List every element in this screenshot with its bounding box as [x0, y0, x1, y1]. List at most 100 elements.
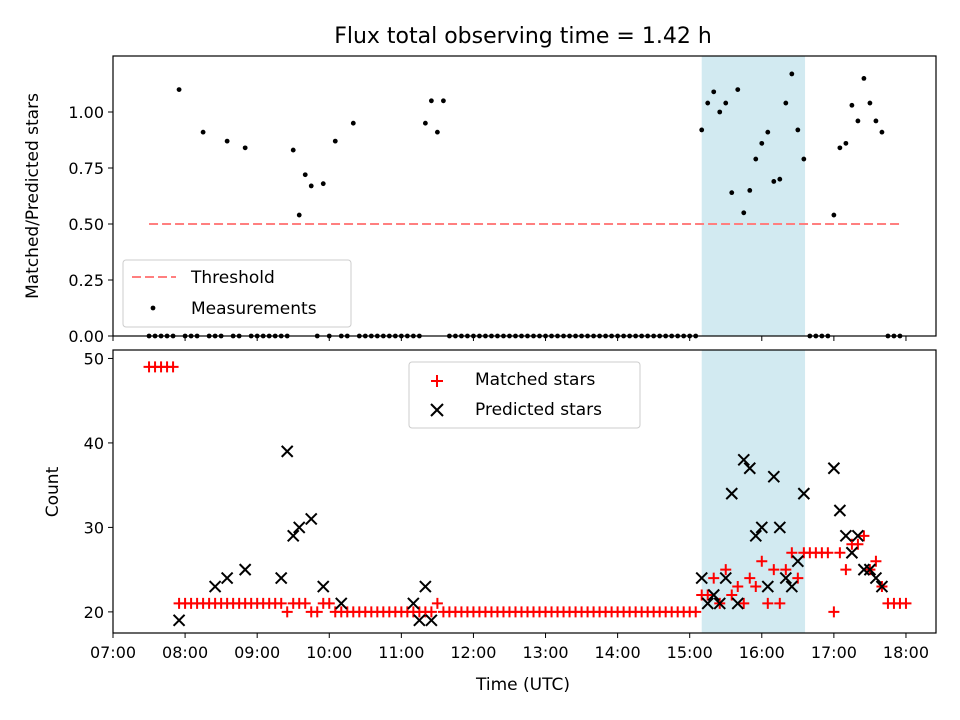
x-tick-label: 08:00 — [162, 643, 208, 662]
x-tick-label: 13:00 — [522, 643, 568, 662]
matched-star-point — [774, 597, 786, 609]
top-legend-box — [122, 259, 352, 328]
top-y-axis-label: Matched/Predicted stars — [23, 93, 43, 299]
predicted-star-point — [335, 597, 348, 610]
matched-star-point — [780, 564, 792, 576]
predicted-star-point — [779, 571, 793, 585]
measurement-point — [879, 129, 885, 135]
predicted-star-point — [839, 529, 853, 543]
predicted-star-point — [791, 554, 805, 568]
predicted-star-point — [731, 597, 744, 610]
predicted-star-point — [767, 470, 781, 483]
predicted-star-point — [413, 614, 426, 627]
predicted-star-point — [701, 597, 714, 610]
predicted-star-point — [719, 571, 732, 585]
matched-star-point — [744, 572, 756, 584]
matched-stars-points — [143, 361, 912, 618]
legend-threshold-label: Threshold — [190, 268, 275, 288]
bottom-y-tick-label: 50 — [84, 349, 104, 368]
predicted-star-point — [707, 588, 720, 602]
predicted-star-point — [749, 529, 762, 543]
bottom-y-axis-label: Count — [43, 466, 63, 517]
predicted-star-point — [425, 614, 438, 627]
predicted-star-point — [407, 597, 420, 610]
matched-star-point — [750, 581, 762, 593]
top-y-tick-label: 0.00 — [68, 327, 104, 346]
top-y-tick-label: 0.75 — [68, 159, 104, 178]
bottom-legend: Matched stars Predicted stars — [408, 361, 641, 429]
legend-measurements-label: Measurements — [191, 299, 317, 319]
measurement-point — [831, 212, 837, 218]
predicted-star-point — [737, 453, 750, 467]
x-tick-label: 15:00 — [667, 643, 713, 662]
matched-star-point — [840, 564, 852, 576]
predicted-star-point — [863, 563, 877, 576]
top-y-tick-label: 0.50 — [68, 215, 104, 234]
matched-star-point — [900, 597, 912, 609]
bottom-y-tick-label: 40 — [84, 434, 104, 453]
matched-star-point — [275, 597, 287, 609]
matched-star-point — [323, 597, 335, 609]
bottom-panel: 20 30 40 50 07:00 08:00 09:00 10:00 11:00 12:00 1… — [43, 349, 937, 695]
legend-predicted-label: Predicted stars — [475, 400, 602, 420]
matched-star-point — [708, 572, 720, 584]
top-shaded-region — [701, 56, 806, 336]
top-y-ticks: 0.00 0.25 0.50 0.75 1.00 — [68, 103, 113, 346]
matched-star-point — [281, 606, 293, 618]
measurement-point — [422, 120, 428, 126]
measurement-point — [843, 140, 849, 146]
matched-star-point — [299, 597, 311, 609]
legend-measurements-swatch — [150, 305, 156, 311]
matched-star-point — [822, 547, 834, 559]
x-tick-label: 12:00 — [450, 643, 496, 662]
measurement-point — [441, 98, 446, 104]
measurement-point — [729, 190, 735, 196]
measurement-point — [428, 98, 434, 104]
matched-star-point — [167, 361, 179, 373]
predicted-star-point — [208, 580, 222, 593]
measurement-point — [296, 212, 302, 218]
predicted-star-point — [274, 571, 288, 585]
measurement-point — [759, 140, 765, 146]
measurement-point — [873, 118, 879, 124]
measurement-point — [699, 127, 705, 133]
chart-title: Flux total observing time = 1.42 h — [334, 24, 712, 49]
matched-star-point — [834, 547, 846, 559]
predicted-star-point — [419, 580, 432, 593]
measurement-point — [332, 138, 338, 144]
measurement-point — [242, 145, 248, 151]
predicted-star-point — [695, 571, 708, 585]
predicted-star-point — [833, 504, 847, 517]
measurement-point — [741, 210, 747, 216]
measurement-points — [146, 71, 903, 339]
matched-star-point — [431, 597, 443, 609]
predicted-star-point — [773, 521, 787, 534]
measurement-point — [302, 172, 308, 178]
x-tick-label: 11:00 — [378, 643, 424, 662]
measurement-point — [861, 76, 867, 81]
matched-star-point — [762, 597, 774, 609]
measurement-point — [723, 100, 729, 106]
measurement-point — [837, 145, 843, 151]
predicted-star-point — [851, 529, 865, 543]
measurement-point — [320, 181, 326, 187]
predicted-star-point — [238, 563, 252, 576]
measurement-point — [711, 89, 717, 95]
bottom-plot-frame — [112, 349, 937, 634]
bottom-legend-box — [408, 361, 641, 429]
top-x-ticks — [112, 336, 907, 341]
measurement-point — [434, 129, 440, 135]
predicted-star-point — [317, 580, 330, 593]
top-panel: 0.00 0.25 0.50 0.75 1.00 Matched/Predicted s… — [23, 55, 937, 346]
x-tick-label: 14:00 — [595, 643, 641, 662]
measurement-point — [705, 100, 711, 106]
measurement-point — [771, 179, 777, 184]
measurement-point — [783, 100, 789, 106]
bottom-y-tick-label: 30 — [84, 518, 104, 537]
predicted-star-point — [761, 580, 775, 593]
matched-star-point — [756, 555, 768, 567]
matched-star-point — [828, 606, 840, 618]
measurement-point — [350, 120, 356, 126]
measurement-point — [765, 129, 771, 135]
